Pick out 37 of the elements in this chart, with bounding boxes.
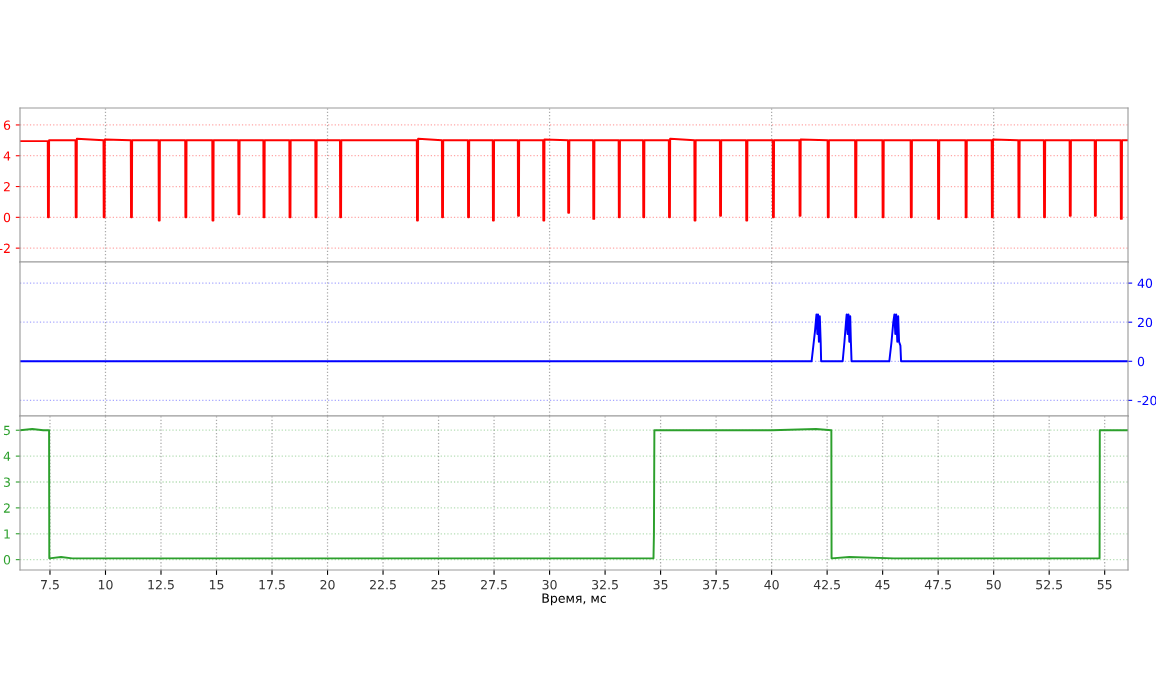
y-tick-label: -2 — [0, 243, 10, 253]
x-axis-title: Время, мс — [542, 593, 606, 606]
y-tick-label: -20 — [1137, 395, 1156, 406]
y-tick-label: 20 — [1137, 317, 1153, 328]
x-tick-label: 40 — [764, 579, 779, 590]
x-tick-label: 7.5 — [41, 580, 59, 590]
x-tick-label: 20 — [320, 579, 335, 590]
x-tick-label: 55 — [1097, 580, 1112, 590]
y-tick-label: 6 — [3, 120, 11, 130]
y-tick-label: 0 — [1137, 356, 1145, 367]
x-tick-label: 47.5 — [924, 580, 951, 590]
x-tick-label: 10 — [98, 579, 113, 590]
x-tick-label: 35 — [653, 579, 668, 590]
y-tick-label: 1 — [4, 529, 10, 539]
x-tick-label: 50 — [986, 579, 1001, 590]
x-tick-label: 45 — [875, 580, 890, 590]
x-tick-label: 25 — [431, 579, 446, 590]
x-tick-label: 42.5 — [813, 579, 840, 590]
y-tick-label: 0 — [3, 555, 11, 565]
y-tick-label: 4 — [3, 151, 11, 161]
y-tick-label: 40 — [1137, 278, 1153, 289]
x-tick-label: 12.5 — [148, 579, 174, 590]
x-tick-label: 15 — [209, 580, 224, 590]
x-tick-label: 30 — [542, 579, 557, 590]
y-tick-label: 2 — [3, 182, 10, 192]
x-tick-label: 32.5 — [592, 579, 618, 590]
line-series — [20, 137, 1128, 222]
y-tick-label: 2 — [3, 503, 10, 513]
y-tick-label: 4 — [3, 451, 11, 461]
x-tick-label: 37.5 — [703, 579, 729, 590]
x-tick-label: 22.5 — [370, 579, 396, 590]
y-tick-label: 5 — [3, 425, 10, 436]
x-tick-label: 17.5 — [259, 580, 285, 590]
x-tick-label: 27.5 — [481, 579, 507, 590]
y-tick-label: 0 — [3, 212, 11, 223]
x-tick-label: 52.5 — [1036, 579, 1062, 590]
y-tick-label: 3 — [3, 477, 10, 487]
